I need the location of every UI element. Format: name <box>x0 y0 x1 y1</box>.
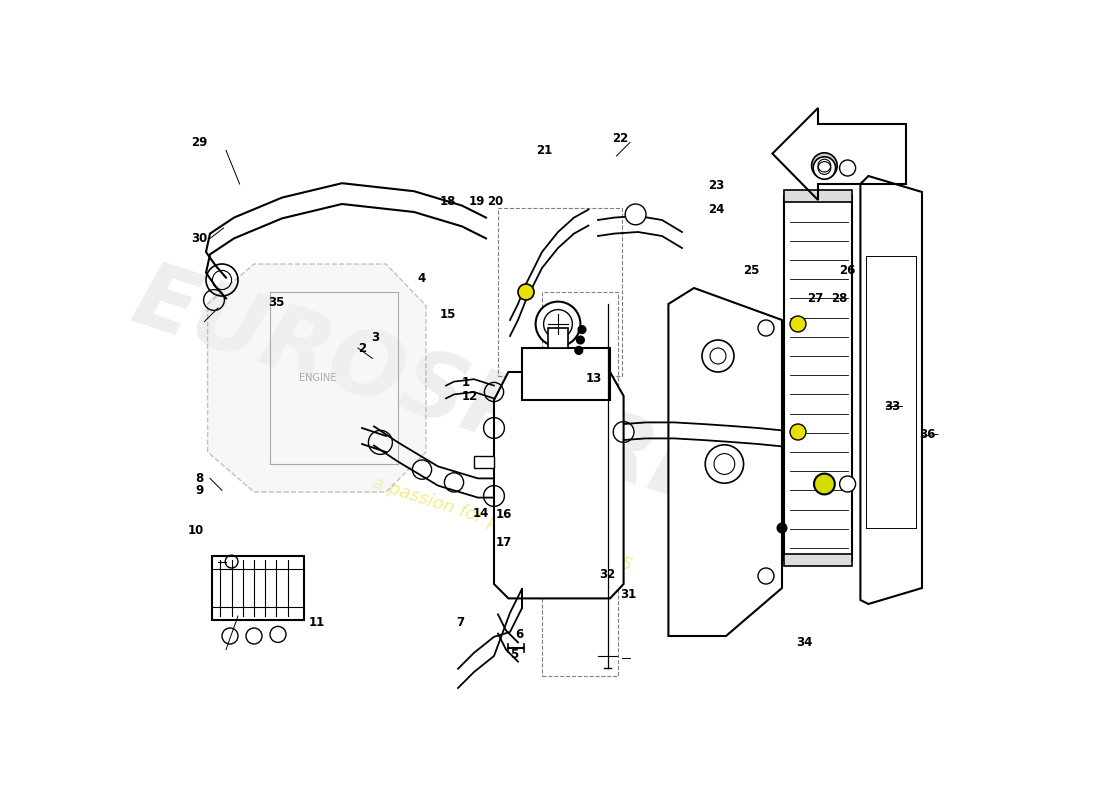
Text: a passion for parts since 1985: a passion for parts since 1985 <box>370 474 634 574</box>
Text: 8: 8 <box>196 472 204 485</box>
Circle shape <box>536 302 581 346</box>
Text: 24: 24 <box>708 203 725 216</box>
Bar <box>549 328 568 348</box>
Text: 17: 17 <box>495 536 512 549</box>
Circle shape <box>518 284 534 300</box>
Circle shape <box>576 336 584 344</box>
Text: ENGINE: ENGINE <box>299 374 337 383</box>
Circle shape <box>814 474 835 494</box>
Circle shape <box>839 476 856 492</box>
Text: 9: 9 <box>196 484 204 497</box>
Text: 35: 35 <box>268 296 285 309</box>
Circle shape <box>625 204 646 225</box>
Text: 32: 32 <box>600 568 616 581</box>
Text: 33: 33 <box>884 400 901 413</box>
Text: EUROSPARES: EUROSPARES <box>122 254 786 546</box>
Circle shape <box>812 153 837 178</box>
Polygon shape <box>208 264 426 492</box>
Bar <box>542 292 618 676</box>
Text: 4: 4 <box>418 272 426 285</box>
Circle shape <box>790 424 806 440</box>
Text: 2: 2 <box>358 342 366 354</box>
Bar <box>212 556 305 620</box>
Bar <box>498 208 622 376</box>
Circle shape <box>575 346 583 354</box>
Polygon shape <box>860 176 922 604</box>
Text: 16: 16 <box>495 508 512 521</box>
Text: 34: 34 <box>796 636 813 649</box>
Text: 31: 31 <box>620 588 637 601</box>
Text: 29: 29 <box>191 136 208 149</box>
Text: 5: 5 <box>510 648 518 661</box>
Polygon shape <box>522 348 611 400</box>
Text: 21: 21 <box>537 144 552 157</box>
Text: 22: 22 <box>613 132 628 145</box>
Text: 30: 30 <box>191 232 208 245</box>
Text: 13: 13 <box>586 372 602 385</box>
Text: 18: 18 <box>439 195 455 208</box>
Text: 15: 15 <box>439 308 455 321</box>
Circle shape <box>578 326 586 334</box>
Polygon shape <box>784 196 852 560</box>
Polygon shape <box>494 372 624 598</box>
Text: 6: 6 <box>516 628 524 641</box>
Text: 1: 1 <box>462 376 470 389</box>
Text: 36: 36 <box>920 428 936 441</box>
Circle shape <box>778 523 786 533</box>
Text: 23: 23 <box>708 179 725 192</box>
Text: 19: 19 <box>469 195 485 208</box>
Circle shape <box>839 160 856 176</box>
Text: 25: 25 <box>744 264 760 277</box>
Polygon shape <box>474 456 494 468</box>
Text: 26: 26 <box>839 264 856 277</box>
Text: 12: 12 <box>462 390 478 402</box>
Text: 10: 10 <box>187 524 204 537</box>
Bar <box>784 190 852 202</box>
Circle shape <box>813 157 836 179</box>
Text: 7: 7 <box>456 616 464 629</box>
Polygon shape <box>669 288 782 636</box>
Text: 20: 20 <box>487 195 504 208</box>
Text: 14: 14 <box>472 507 488 520</box>
Bar <box>784 554 852 566</box>
Text: 11: 11 <box>308 616 324 629</box>
Circle shape <box>790 316 806 332</box>
Text: 3: 3 <box>372 331 379 344</box>
Text: 28: 28 <box>832 292 848 305</box>
Text: 27: 27 <box>807 292 824 305</box>
